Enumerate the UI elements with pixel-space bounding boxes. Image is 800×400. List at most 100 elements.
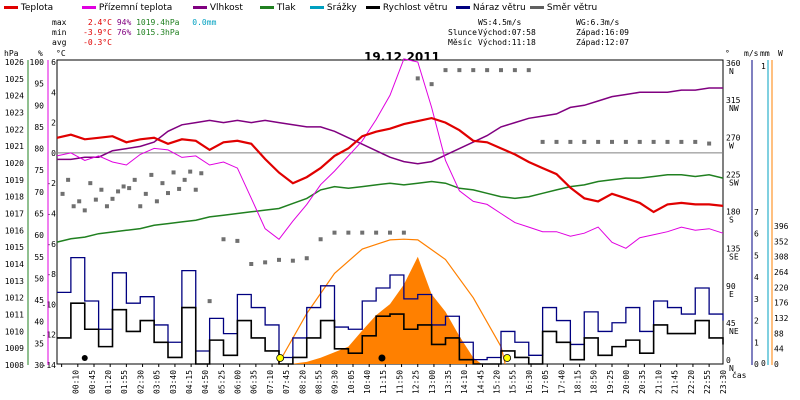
wind-direction-point [637, 139, 642, 144]
legend-item-press: Tlak [260, 3, 296, 13]
stats-max-hum: 94% [116, 18, 132, 27]
wind-direction-point [66, 177, 71, 182]
y-tick-label: 4 [51, 88, 56, 97]
legend-label-rain: Srážky [326, 3, 357, 13]
y-tick-label: 75 [34, 166, 44, 175]
x-tick-label: 22:20 [687, 370, 696, 394]
stats-max-label: max [52, 18, 67, 27]
y-tick-label: -14 [42, 361, 57, 370]
y-tick-label: 1017 [5, 210, 24, 219]
wind-direction-point [568, 139, 573, 144]
y-tick-label: 6 [51, 58, 56, 67]
y-tick-label: 1025 [5, 75, 24, 84]
wind-ws: WS:4.5m/s [478, 18, 522, 27]
wind-direction-point [471, 68, 476, 73]
legend-swatch-dir [530, 6, 544, 9]
y-tick-label: 1012 [5, 294, 24, 303]
wind-direction-point [110, 196, 115, 201]
x-tick-label: 13:00 [428, 370, 437, 394]
x-tick-label: 20:00 [622, 370, 631, 394]
y-tick-label: 30 [34, 361, 44, 370]
legend-label-ground: Přízemní teplota [98, 3, 173, 13]
y-tick-label: 1019 [5, 176, 24, 185]
x-tick-label: 21:45 [671, 370, 680, 394]
legend-label-hum: Vlhkost [209, 3, 243, 13]
y-tick-label: 1015 [5, 243, 24, 252]
legend-item-dir: Směr větru [530, 3, 597, 13]
dir-tick-label: 180 [726, 208, 741, 217]
wind-direction-point [235, 238, 240, 243]
dir-tick-label: 270 [726, 133, 741, 142]
x-tick-label: 02:30 [136, 370, 145, 394]
dir-tick-label: 90 [726, 282, 736, 291]
wind-tick-label: 6 [754, 230, 759, 239]
dir-tick-label: 225 [726, 170, 741, 179]
moon-label: Měsíc [448, 38, 473, 47]
wind-tick-label: 1 [754, 338, 759, 347]
legend-label-speed: Rychlost větru [382, 3, 448, 13]
y-tick-label: 1010 [5, 327, 24, 336]
wind-direction-point [360, 230, 365, 235]
legend-item-rain: Srážky [310, 3, 357, 13]
dir-tick-label: N [729, 67, 734, 76]
wind-direction-point [651, 139, 656, 144]
wind-direction-point [401, 230, 406, 235]
legend: Teplota Přízemní teplota Vlhkost Tlak Sr… [0, 0, 800, 16]
y-tick-label: -6 [46, 240, 56, 249]
sunset-marker [503, 354, 512, 362]
y-tick-label: 50 [34, 274, 44, 283]
y-tick-label: 0 [51, 149, 56, 158]
x-tick-label: 14:45 [476, 370, 485, 394]
sunrise-marker [276, 354, 285, 362]
y-tick-label: -8 [46, 270, 56, 279]
dir-tick-label: SE [729, 253, 739, 262]
wind-direction-point [149, 172, 154, 177]
moon-marker [378, 354, 386, 362]
solar-tick-label: 352 [774, 237, 789, 246]
dir-tick-label: 360 [726, 59, 741, 68]
wind-direction-point [154, 199, 159, 204]
wind-direction-point [93, 197, 98, 202]
x-axis-label: čas [732, 370, 747, 380]
x-tick-label: 20:35 [638, 370, 647, 394]
y-tick-label: 1014 [5, 260, 24, 269]
y-tick-label: 70 [34, 188, 44, 197]
sun-rise: Východ:07:58 [478, 28, 536, 37]
y-axis-unit-label: % [38, 49, 43, 58]
dir-tick-label: N [729, 364, 734, 373]
stats-avg-temp: -0.3°C [83, 38, 112, 47]
y-tick-label: -10 [42, 300, 57, 309]
x-tick-label: 17:05 [541, 370, 550, 394]
y-tick-label: 1026 [5, 58, 24, 67]
y-axis-unit-label: °C [56, 49, 66, 58]
stats-min-row: min -3.9°C 76% 1015.3hPa [52, 28, 216, 38]
x-tick-label: 14:10 [460, 370, 469, 394]
wind-direction-point [71, 204, 76, 209]
moon-row: Měsíc Východ:11:18 Západ:12:07 [448, 38, 629, 48]
wind-direction-point [499, 68, 503, 73]
y-tick-label: 45 [34, 296, 44, 305]
y-tick-label: 1023 [5, 109, 24, 118]
wind-direction-point [99, 187, 104, 192]
dir-tick-label: SW [729, 178, 739, 187]
wind-direction-point [304, 256, 309, 261]
x-tick-label: 04:15 [185, 370, 194, 394]
temperature-line [56, 116, 724, 214]
wind-direction-point [221, 237, 226, 242]
y-tick-label: 40 [34, 318, 44, 327]
stats-max-rain: 0.0mm [192, 18, 217, 27]
x-tick-label: 07:45 [282, 370, 291, 394]
stats-min-label: min [52, 28, 67, 37]
wind-direction-point [160, 181, 165, 186]
wind-direction-point [171, 170, 176, 175]
legend-swatch-speed [366, 6, 380, 9]
wind-direction-point [512, 68, 517, 73]
y-tick-label: 1009 [5, 344, 24, 353]
wind-direction-point [707, 141, 712, 146]
y-tick-label: 1008 [5, 361, 24, 370]
wind-speed-line [57, 302, 724, 365]
y-tick-label: -4 [46, 210, 56, 219]
wind-direction-point [374, 230, 379, 235]
dir-tick-label: W [729, 141, 734, 150]
wind-direction-point [388, 230, 392, 235]
